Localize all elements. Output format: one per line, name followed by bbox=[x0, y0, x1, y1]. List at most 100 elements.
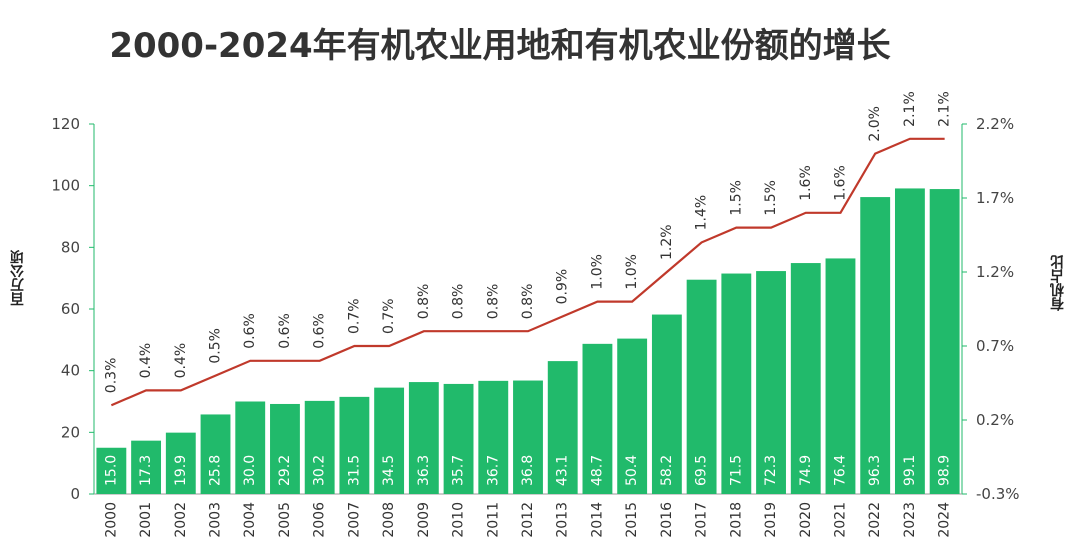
bar bbox=[617, 338, 648, 494]
bar-value-label: 76.4 bbox=[832, 455, 848, 486]
bar-value-label: 30.2 bbox=[312, 455, 328, 486]
bar bbox=[270, 403, 300, 494]
share-value-label: 0.9% bbox=[555, 269, 571, 305]
bar bbox=[235, 401, 266, 494]
left-axis-tick-label: 20 bbox=[61, 423, 80, 441]
bar-value-label: 30.0 bbox=[242, 455, 258, 486]
share-value-label: 1.0% bbox=[624, 254, 640, 290]
bar-value-label: 29.2 bbox=[277, 455, 293, 486]
share-value-label: 1.0% bbox=[589, 254, 605, 290]
share-value-label: 1.4% bbox=[694, 195, 710, 231]
x-tick-label: 2019 bbox=[763, 502, 779, 538]
share-value-label: 0.3% bbox=[103, 358, 119, 394]
right-axis-tick-label: 1.7% bbox=[976, 189, 1014, 207]
x-tick-label: 2002 bbox=[173, 502, 189, 538]
bar bbox=[131, 440, 162, 494]
x-tick-label: 2006 bbox=[312, 502, 328, 538]
share-value-label: 1.5% bbox=[728, 180, 744, 216]
bar bbox=[339, 396, 370, 494]
bar-value-label: 72.3 bbox=[763, 455, 779, 486]
chart-title: 2000-2024年有机农业用地和有机农业份额的增长 bbox=[109, 26, 891, 66]
bar bbox=[513, 380, 543, 494]
x-tick-label: 2016 bbox=[659, 502, 675, 538]
bar-value-label: 50.4 bbox=[624, 455, 640, 486]
right-axis-tick-label: 2.2% bbox=[976, 115, 1014, 133]
share-value-label: 1.2% bbox=[659, 224, 675, 260]
x-tick-label: 2021 bbox=[832, 502, 848, 538]
bar-value-label: 35.7 bbox=[451, 455, 467, 486]
bar-value-label: 58.2 bbox=[659, 455, 675, 486]
left-axis-tick-label: 100 bbox=[51, 177, 80, 195]
left-axis-tick-label: 40 bbox=[61, 362, 80, 380]
x-tick-label: 2011 bbox=[485, 502, 501, 538]
bar-value-label: 36.8 bbox=[520, 455, 536, 486]
bar bbox=[582, 343, 613, 494]
bar bbox=[756, 271, 786, 494]
x-tick-label: 2004 bbox=[242, 502, 258, 538]
bar bbox=[478, 380, 509, 494]
share-value-label: 0.5% bbox=[208, 328, 224, 364]
bar bbox=[825, 258, 856, 494]
bar-value-label: 74.9 bbox=[798, 455, 814, 486]
bar bbox=[443, 383, 474, 494]
right-axis-tick-label: 0.2% bbox=[976, 411, 1014, 429]
left-axis-tick-label: 60 bbox=[61, 300, 80, 318]
bar bbox=[374, 387, 405, 494]
left-axis-tick-label: 80 bbox=[61, 238, 80, 256]
x-tick-label: 2014 bbox=[589, 502, 605, 538]
bar-value-label: 98.9 bbox=[937, 455, 953, 486]
share-value-label: 2.1% bbox=[902, 91, 918, 127]
bar bbox=[790, 263, 821, 494]
bar-value-label: 43.1 bbox=[555, 455, 571, 486]
bar bbox=[651, 314, 682, 494]
share-value-label: 0.6% bbox=[277, 313, 293, 349]
bar-value-label: 96.3 bbox=[867, 455, 883, 486]
bar-value-label: 31.5 bbox=[346, 455, 362, 486]
bar bbox=[686, 279, 717, 494]
bar-value-label: 15.0 bbox=[103, 455, 119, 486]
x-tick-label: 2000 bbox=[103, 502, 119, 538]
share-value-label: 0.8% bbox=[485, 284, 501, 320]
share-value-label: 0.6% bbox=[242, 313, 258, 349]
bar-value-label: 48.7 bbox=[589, 455, 605, 486]
x-tick-label: 2003 bbox=[208, 502, 224, 538]
bar bbox=[547, 361, 578, 494]
share-line bbox=[110, 137, 945, 407]
bar-value-label: 36.3 bbox=[416, 455, 432, 486]
bar bbox=[96, 447, 127, 494]
left-axis-tick-label: 120 bbox=[51, 115, 80, 133]
x-tick-label: 2008 bbox=[381, 502, 397, 538]
x-tick-label: 2009 bbox=[416, 502, 432, 538]
x-tick-label: 2010 bbox=[451, 502, 467, 538]
x-tick-label: 2024 bbox=[937, 502, 953, 538]
bar bbox=[721, 273, 752, 494]
x-tick-label: 2015 bbox=[624, 502, 640, 538]
share-value-label: 0.7% bbox=[346, 298, 362, 334]
share-value-label: 0.4% bbox=[138, 343, 154, 379]
share-value-label: 1.6% bbox=[832, 165, 848, 201]
x-tick-label: 2017 bbox=[694, 502, 710, 538]
x-tick-label: 2007 bbox=[346, 502, 362, 538]
x-tick-label: 2001 bbox=[138, 502, 154, 538]
share-value-label: 0.8% bbox=[416, 284, 432, 320]
right-axis-tick-label: 1.2% bbox=[976, 263, 1014, 281]
x-tick-label: 2022 bbox=[867, 502, 883, 538]
bar-value-label: 19.9 bbox=[173, 455, 189, 486]
bar bbox=[304, 400, 335, 494]
bar bbox=[894, 188, 925, 495]
x-tick-label: 2020 bbox=[798, 502, 814, 538]
share-value-label: 0.7% bbox=[381, 298, 397, 334]
share-value-label: 0.8% bbox=[520, 284, 536, 320]
share-value-label: 0.6% bbox=[312, 313, 328, 349]
bar-value-label: 69.5 bbox=[694, 455, 710, 486]
left-axis-tick-label: 0 bbox=[70, 485, 80, 503]
share-value-label: 2.1% bbox=[937, 91, 953, 127]
x-tick-label: 2012 bbox=[520, 502, 536, 538]
bar bbox=[200, 414, 231, 494]
bar-value-label: 71.5 bbox=[728, 455, 744, 486]
share-value-label: 2.0% bbox=[867, 106, 883, 142]
x-tick-label: 2023 bbox=[902, 502, 918, 538]
bar bbox=[165, 432, 196, 494]
share-value-label: 1.5% bbox=[763, 180, 779, 216]
